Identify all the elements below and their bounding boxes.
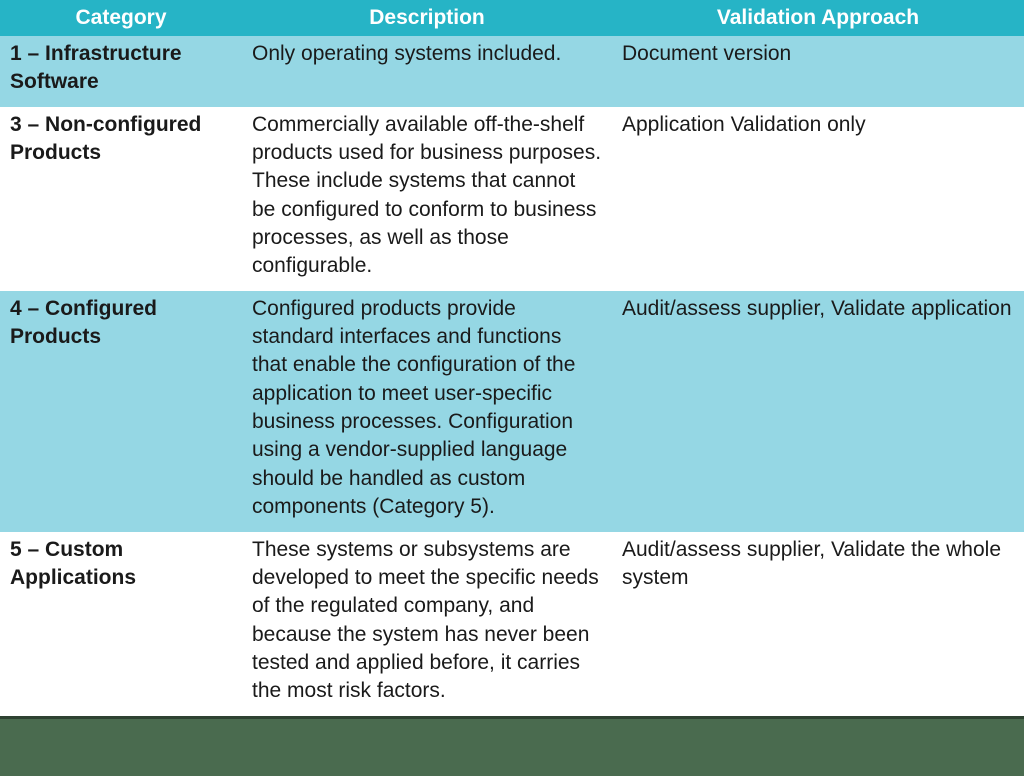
table-row: 5 – Custom Applications These systems or… xyxy=(0,532,1024,716)
cell-description: These systems or subsystems are develope… xyxy=(242,532,612,716)
cell-description: Configured products provide standard int… xyxy=(242,291,612,532)
validation-table: Category Description Validation Approach… xyxy=(0,0,1024,716)
cell-approach: Audit/assess supplier, Validate the whol… xyxy=(612,532,1024,716)
table-header-row: Category Description Validation Approach xyxy=(0,0,1024,36)
cell-category: 4 – Configured Products xyxy=(0,291,242,532)
cell-approach: Audit/assess supplier, Validate applicat… xyxy=(612,291,1024,532)
col-header-category: Category xyxy=(0,0,242,36)
cell-category: 1 – Infrastructure Software xyxy=(0,36,242,107)
cell-category: 3 – Non-configured Products xyxy=(0,107,242,291)
col-header-description: Description xyxy=(242,0,612,36)
footer-bar xyxy=(0,716,1024,776)
table-row: 4 – Configured Products Configured produ… xyxy=(0,291,1024,532)
table-row: 1 – Infrastructure Software Only operati… xyxy=(0,36,1024,107)
cell-approach: Application Validation only xyxy=(612,107,1024,291)
cell-description: Only operating systems included. xyxy=(242,36,612,107)
cell-category: 5 – Custom Applications xyxy=(0,532,242,716)
cell-approach: Document version xyxy=(612,36,1024,107)
table-row: 3 – Non-configured Products Commercially… xyxy=(0,107,1024,291)
cell-description: Commercially available off-the-shelf pro… xyxy=(242,107,612,291)
col-header-approach: Validation Approach xyxy=(612,0,1024,36)
